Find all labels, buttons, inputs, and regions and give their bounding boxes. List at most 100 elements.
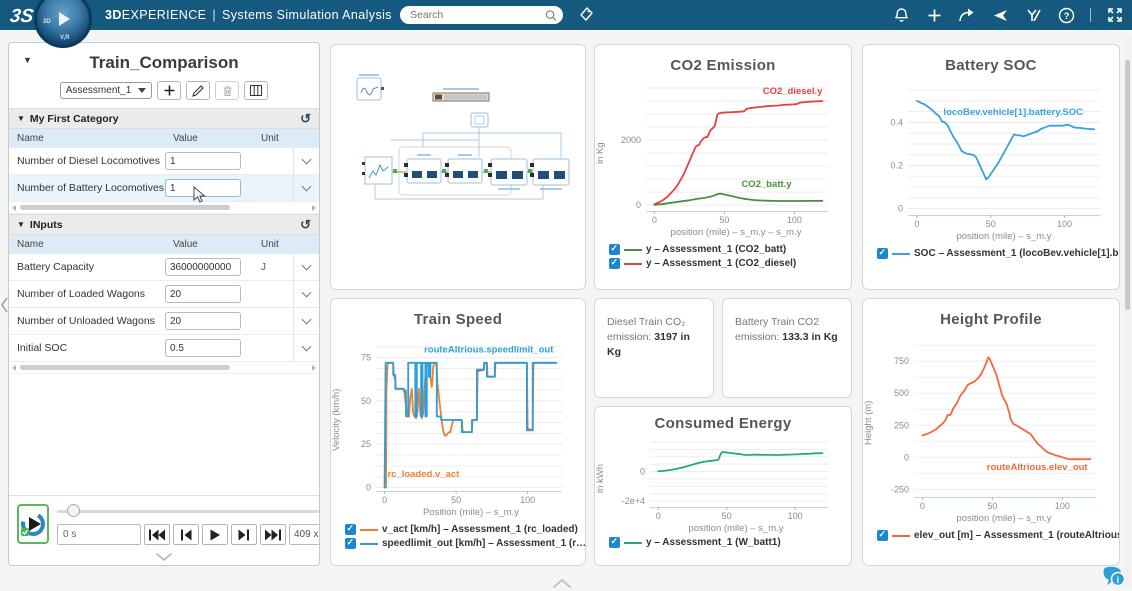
x-axis-label: position (mile) – s_m.y: [956, 231, 1052, 242]
skip-to-start-button[interactable]: [144, 524, 170, 545]
edit-assessment-button[interactable]: [186, 81, 211, 100]
add-assessment-button[interactable]: [157, 81, 182, 100]
help-icon[interactable]: ?: [1057, 6, 1075, 24]
reset-category-icon[interactable]: ↺: [300, 216, 311, 232]
search-input[interactable]: [410, 9, 545, 21]
app-title[interactable]: Systems Simulation Analysis: [222, 8, 392, 22]
mouse-cursor: [193, 186, 206, 203]
param-value-input[interactable]: [165, 285, 241, 303]
playback-speed-field[interactable]: [289, 524, 319, 545]
step-forward-button[interactable]: [231, 524, 257, 545]
series-checkbox-checked[interactable]: [609, 257, 620, 269]
panel-expand-chevron[interactable]: [9, 549, 319, 565]
panel-collapse-handle[interactable]: [0, 296, 9, 314]
legend-item[interactable]: y – Assessment_1 (CO2_batt): [609, 243, 851, 255]
param-value-input[interactable]: [165, 258, 241, 276]
row-expand-chevron[interactable]: [293, 148, 319, 174]
legend-item[interactable]: y – Assessment_1 (CO2_diesel): [609, 257, 851, 269]
scroll-right-icon[interactable]: [312, 364, 316, 371]
delete-assessment-button[interactable]: [215, 81, 240, 100]
legend-item[interactable]: v_act [km/h] – Assessment_1 (rc_loaded): [345, 523, 585, 535]
param-value-input[interactable]: [165, 179, 241, 197]
y-axis-label: in kWh: [595, 463, 606, 493]
param-value-input[interactable]: [165, 152, 241, 170]
row-expand-chevron[interactable]: [293, 335, 319, 361]
search-icon[interactable]: [545, 9, 557, 22]
play-button[interactable]: [202, 524, 228, 545]
battery-soc-plot[interactable]: 0 50 100 0 0.2 0.4 locoBev.vehicle[1].battery.…: [876, 80, 1108, 230]
series-checkbox-checked[interactable]: [877, 529, 888, 541]
legend-item[interactable]: y – Assessment_1 (W_batt1): [609, 536, 851, 548]
legend-item[interactable]: elev_out [m] – Assessment_1 (routeAltrio…: [877, 529, 1119, 541]
row-expand-chevron[interactable]: [293, 308, 319, 334]
info-assistant-icon[interactable]: i: [1100, 565, 1126, 591]
series-checkbox-checked[interactable]: [345, 537, 356, 549]
train-speed-plot[interactable]: 0 50 100 0 25 50 75 routeAltrious.speedlimit_ou…: [344, 334, 570, 506]
step-back-button[interactable]: [173, 524, 199, 545]
series-checkbox-checked[interactable]: [609, 536, 620, 548]
scrollbar-thumb[interactable]: [20, 365, 230, 370]
svg-text:CO2_batt.y: CO2_batt.y: [741, 179, 792, 190]
legend-item[interactable]: speedlimit_out [km/h] – Assessment_1 (r…: [345, 537, 585, 549]
scroll-left-icon[interactable]: [12, 364, 16, 371]
horizontal-scrollbar[interactable]: [9, 202, 319, 214]
series-checkbox-checked[interactable]: [609, 243, 620, 255]
category-header-my-first-category[interactable]: ▼ My First Category ↺: [9, 108, 319, 129]
param-value-input[interactable]: [165, 312, 241, 330]
tag-icon[interactable]: [578, 6, 595, 23]
scroll-left-icon[interactable]: [12, 204, 16, 211]
simulation-player: [9, 495, 319, 549]
row-expand-chevron[interactable]: [293, 281, 319, 307]
time-field[interactable]: [57, 524, 141, 545]
scrollbar-thumb[interactable]: [20, 205, 230, 210]
svg-text:0: 0: [366, 483, 371, 493]
vertical-scrollbar[interactable]: [1124, 36, 1131, 588]
add-icon[interactable]: [925, 6, 943, 24]
legend-item[interactable]: SOC – Assessment_1 (locoBev.vehicle[1].b…: [877, 247, 1119, 259]
co2-emission-plot[interactable]: 0 50 100 0 2000 CO2_diesel.y CO2_batt.y: [608, 80, 836, 226]
series-color-swatch: [624, 248, 642, 251]
compass-icon[interactable]: 3D V,R: [34, 0, 92, 48]
stat-value: 3197 in Kg: [607, 331, 690, 359]
consumed-energy-panel: Consumed Energy in kWh 0 50 100 0 -2e+4 posi…: [594, 406, 852, 566]
reset-category-icon[interactable]: ↺: [300, 110, 311, 126]
param-unit: J: [261, 261, 266, 273]
panel-collapse-caret-icon[interactable]: ▼: [23, 55, 32, 65]
swym-icon[interactable]: [1024, 6, 1042, 24]
consumed-energy-plot[interactable]: 0 50 100 0 -2e+4: [608, 434, 836, 522]
skip-to-end-button[interactable]: [260, 524, 286, 545]
series-color-swatch: [624, 262, 642, 265]
run-simulation-button[interactable]: [17, 504, 49, 544]
scrollbar-thumb[interactable]: [1125, 60, 1130, 310]
columns-view-button[interactable]: [244, 81, 269, 100]
scroll-right-icon[interactable]: [312, 204, 316, 211]
category-header-inputs[interactable]: ▼ INputs ↺: [9, 214, 319, 235]
slider-knob[interactable]: [67, 504, 80, 517]
row-expand-chevron[interactable]: [293, 175, 319, 201]
share-arrow-icon[interactable]: [958, 6, 976, 24]
dassault-systemes-logo[interactable]: 3S: [10, 3, 44, 27]
send-share-icon[interactable]: [991, 6, 1009, 24]
fullscreen-icon[interactable]: [1106, 6, 1124, 24]
system-diagram-panel[interactable]: [330, 44, 586, 290]
co2-emission-panel: CO2 Emission in Kg 0 50 100 0 2000 CO2_diesel…: [594, 44, 852, 290]
table-row: Number of Loaded Wagons: [9, 281, 319, 308]
svg-text:50: 50: [722, 511, 732, 521]
table-row: Initial SOC: [9, 335, 319, 362]
category-name: INputs: [29, 218, 63, 231]
horizontal-scrollbar[interactable]: [9, 362, 319, 374]
series-checkbox-checked[interactable]: [345, 523, 356, 535]
svg-text:0: 0: [652, 215, 657, 225]
param-value-input[interactable]: [165, 339, 241, 357]
height-profile-plot[interactable]: 0 50 100 -250 0 250 500 750 routeAltrious.elev_o…: [876, 334, 1104, 512]
bottom-panel-expand-chevron[interactable]: [552, 576, 572, 591]
search-box[interactable]: [400, 6, 563, 24]
column-header-value: Value: [173, 239, 198, 250]
assessment-select[interactable]: Assessment_1: [59, 82, 153, 99]
svg-text:100: 100: [520, 495, 535, 505]
row-expand-chevron[interactable]: [293, 254, 319, 280]
notification-bell-icon[interactable]: [892, 6, 910, 24]
series-checkbox-checked[interactable]: [877, 247, 888, 259]
time-slider[interactable]: [57, 504, 319, 518]
slider-track[interactable]: [57, 510, 319, 513]
